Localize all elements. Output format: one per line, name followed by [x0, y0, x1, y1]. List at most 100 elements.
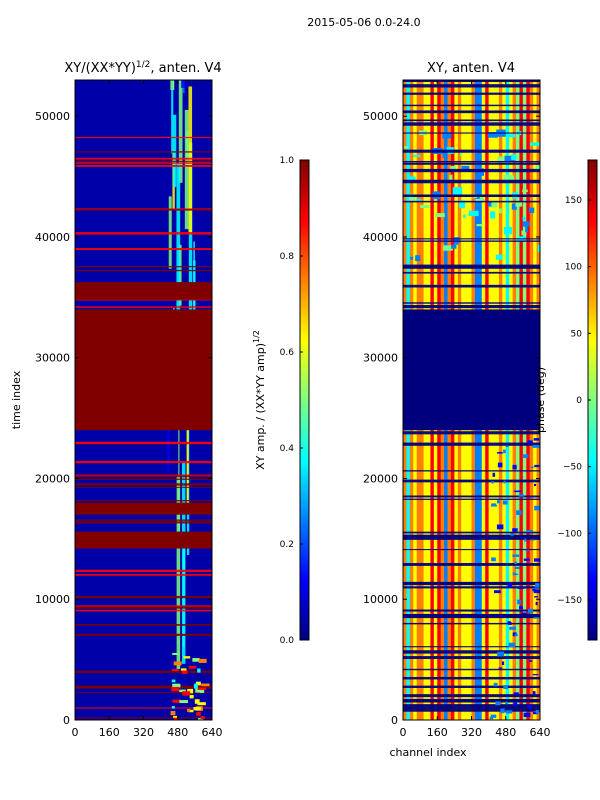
- heatmap-spot: [197, 668, 201, 673]
- phase-scatter: [516, 510, 522, 515]
- phase-line: [403, 694, 540, 698]
- phase-scatter: [514, 566, 520, 569]
- y-tick-label: 0: [391, 714, 398, 727]
- heatmap-line: [75, 692, 212, 694]
- phase-patch: [488, 201, 492, 207]
- heatmap-line: [75, 441, 212, 444]
- colorbar-tick-label: 0.2: [280, 540, 294, 550]
- heatmap-spot: [179, 700, 189, 704]
- phase-scatter: [535, 710, 540, 714]
- y-tick-label: 40000: [363, 231, 398, 244]
- phase-scatter: [497, 452, 503, 454]
- high-band: [75, 502, 212, 515]
- colorbar-tick-label: 0: [576, 396, 582, 406]
- phase-patch: [442, 151, 448, 158]
- phase-line: [403, 676, 540, 680]
- y-tick-label: 30000: [35, 352, 70, 365]
- phase-line: [403, 668, 540, 671]
- heatmap-spot: [181, 670, 188, 674]
- heatmap-line: [75, 605, 212, 607]
- phase-scatter: [533, 589, 540, 594]
- phase-scatter: [491, 557, 496, 562]
- phase-line: [403, 548, 540, 551]
- x-tick-label: 320: [133, 726, 154, 739]
- phase-scatter: [491, 503, 496, 507]
- right-heatmap: [403, 80, 540, 720]
- phase-patch: [522, 221, 530, 227]
- phase-scatter: [523, 558, 530, 561]
- x-tick-label: 640: [202, 726, 223, 739]
- heatmap-spot: [194, 699, 200, 704]
- phase-patch: [497, 156, 504, 163]
- phase-scatter: [508, 642, 516, 648]
- phase-patch: [453, 237, 460, 244]
- phase-line: [403, 616, 540, 619]
- right-colorbar: phase (deg) −150 −100 −50 0 50 100 150: [534, 159, 598, 641]
- colorbar-tick-label: 50: [571, 329, 583, 339]
- heatmap-spot: [173, 717, 178, 720]
- phase-line: [403, 704, 540, 706]
- heatmap-line: [75, 521, 212, 524]
- phase-scatter: [493, 682, 498, 687]
- heatmap-spot: [183, 656, 191, 659]
- heatmap-strip: [188, 142, 193, 332]
- saturated-block: [75, 309, 212, 431]
- colorbar-tick-label: 0.4: [280, 444, 295, 454]
- phase-patch: [503, 174, 514, 181]
- phase-line: [403, 685, 540, 688]
- phase-line: [403, 92, 540, 95]
- phase-scatter: [521, 612, 527, 615]
- left-cb-label-main: XY amp. / (XX*YY amp): [254, 343, 267, 470]
- phase-patch: [505, 134, 516, 138]
- phase-patch: [435, 213, 445, 218]
- left-title-main: XY/(XX*YY): [64, 61, 136, 76]
- phase-line: [403, 646, 540, 648]
- y-tick-label: 10000: [35, 593, 70, 606]
- phase-line: [403, 104, 540, 107]
- phase-scatter: [512, 554, 520, 557]
- phase-line: [403, 613, 540, 618]
- phase-scatter: [526, 530, 533, 533]
- phase-scatter: [535, 583, 540, 588]
- phase-patch: [409, 193, 416, 202]
- phase-scatter: [525, 549, 529, 552]
- heatmap-line: [75, 136, 212, 139]
- phase-line: [403, 302, 540, 304]
- phase-line: [403, 563, 540, 566]
- left-axes: 0 160 320 480 640 0 10000 20000 30000 40000 50000: [35, 80, 223, 739]
- phase-line: [403, 179, 540, 182]
- heatmap-spot: [171, 679, 176, 683]
- phase-scatter: [527, 440, 533, 444]
- phase-patch: [468, 210, 479, 217]
- phase-patch: [449, 174, 453, 182]
- phase-scatter: [513, 692, 519, 695]
- phase-line: [403, 110, 540, 114]
- phase-scatter: [502, 500, 508, 505]
- phase-patch: [528, 207, 535, 213]
- phase-line: [403, 271, 540, 274]
- phase-patch: [442, 132, 452, 139]
- phase-line: [403, 305, 540, 309]
- heatmap-spot: [170, 711, 176, 716]
- phase-scatter: [530, 496, 537, 498]
- phase-scatter: [496, 524, 504, 530]
- phase-line: [403, 586, 540, 589]
- phase-scatter: [507, 582, 513, 588]
- heatmap-strip: [172, 114, 177, 188]
- heatmap-spot: [201, 683, 210, 687]
- phase-patch: [476, 224, 483, 227]
- colorbar-tick-label: −150: [557, 596, 582, 606]
- heatmap-line: [75, 707, 212, 709]
- heatmap-spot: [172, 683, 181, 688]
- y-tick-label: 10000: [363, 593, 398, 606]
- phase-scatter: [527, 608, 534, 614]
- phase-patch: [495, 254, 503, 260]
- heatmap-spot: [172, 652, 179, 655]
- heatmap-strip: [176, 163, 181, 329]
- heatmap-line: [75, 269, 212, 272]
- phase-line: [403, 266, 540, 269]
- phase-line: [403, 479, 540, 483]
- heatmap-spot: [193, 683, 198, 689]
- heatmap-strip: [182, 551, 185, 647]
- phase-scatter: [507, 621, 511, 625]
